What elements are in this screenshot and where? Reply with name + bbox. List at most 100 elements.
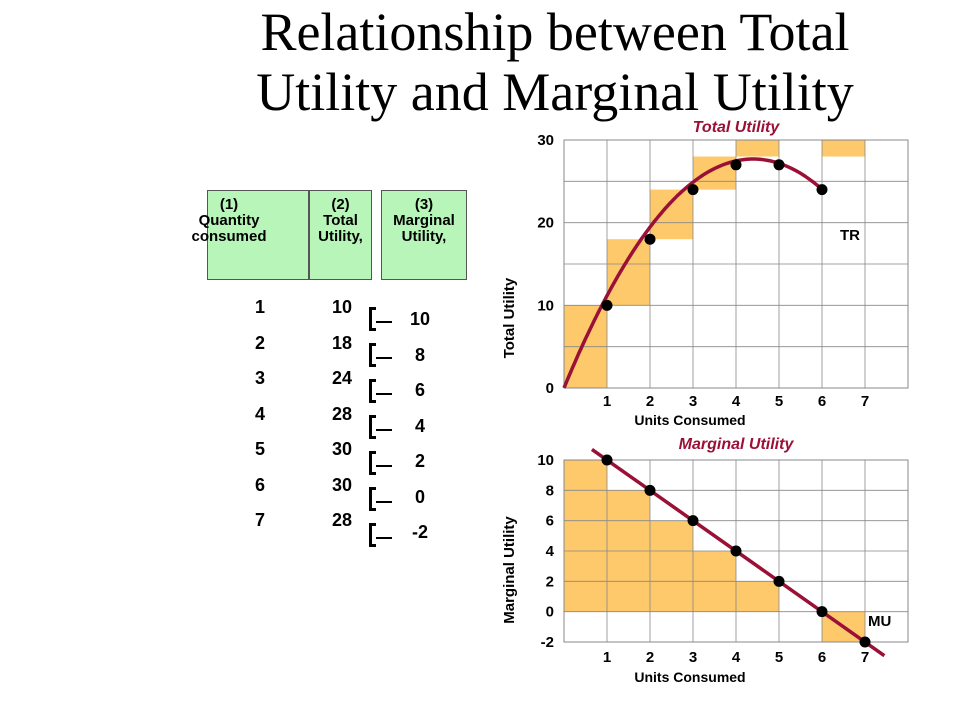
data-point-5 (773, 575, 785, 587)
x-tick-label: 6 (818, 649, 826, 666)
header-quantity-num: (1) (219, 196, 239, 213)
utility-bar-3 (650, 520, 693, 612)
x-tick-label: 3 (689, 393, 697, 410)
y-tick-label: 30 (537, 132, 554, 149)
chart-title: Total Utility (693, 119, 781, 136)
data-point-6 (816, 184, 828, 196)
header-marginal-num: (3) (414, 196, 434, 213)
data-point-5 (773, 159, 785, 171)
total-utility-cell-7: 28 (331, 510, 353, 530)
x-tick-label: 7 (861, 393, 869, 410)
utility-bar-7 (822, 140, 865, 157)
header-total-line2: Utility, (318, 228, 363, 245)
marginal-utility-cell-5: 2 (414, 451, 425, 471)
marginal-utility-column: 10 8 6 4 2 0 -2 (400, 302, 440, 551)
quantity-cell-3: 3 (254, 368, 265, 388)
difference-bracket-1 (369, 307, 392, 331)
total-utility-cell-5: 30 (331, 439, 353, 459)
header-total-line1: Total (323, 212, 358, 229)
data-point-4 (730, 159, 742, 171)
difference-bracket-6 (369, 487, 392, 511)
title-line-2: Utility and Marginal Utility (256, 62, 854, 122)
difference-bracket-7 (369, 523, 392, 547)
data-point-1 (601, 299, 613, 311)
x-tick-label: 7 (861, 649, 869, 666)
quantity-cell-1: 1 (254, 297, 265, 317)
x-tick-label: 3 (689, 649, 697, 666)
difference-bracket-2 (369, 343, 392, 367)
y-tick-label: 0 (546, 604, 554, 621)
series-label: TR (840, 227, 860, 244)
header-marginal-utility: (3) Marginal Utility, (381, 190, 467, 280)
x-tick-label: 2 (646, 393, 654, 410)
data-point-1 (601, 454, 613, 466)
header-quantity: (1) Quantity consumed (191, 190, 309, 280)
plot-frame (563, 459, 909, 643)
marginal-utility-cell-1: 10 (409, 309, 431, 329)
series-label: MU (868, 613, 891, 630)
x-tick-label: 1 (603, 393, 611, 410)
data-point-7 (859, 636, 871, 648)
y-tick-label: 0 (546, 380, 554, 397)
x-tick-label: 5 (775, 649, 783, 666)
x-axis-label: Units Consumed (634, 412, 745, 428)
total-utility-cell-1: 10 (331, 297, 353, 317)
header-quantity-line2: consumed (191, 228, 267, 245)
header-quantity-line1: Quantity (198, 212, 260, 229)
utility-bar-5 (736, 140, 779, 157)
quantity-cell-2: 2 (254, 332, 265, 353)
total-utility-cell-2: 18 (331, 332, 353, 353)
y-axis-label: Marginal Utility (501, 516, 518, 624)
y-tick-label: 4 (546, 543, 555, 560)
y-tick-label: 10 (537, 297, 554, 314)
x-tick-label: 4 (732, 393, 741, 410)
header-marginal-line1: Marginal (393, 212, 455, 229)
total-utility-cell-6: 30 (331, 474, 353, 495)
difference-bracket-3 (369, 379, 392, 403)
x-axis-label: Units Consumed (634, 669, 745, 685)
x-tick-label: 5 (775, 393, 783, 410)
total-utility-cell-4: 28 (331, 403, 353, 424)
total-utility-chart: Total Utility 0 10 20 30 1 2 3 4 5 6 7 Units Consume… (501, 119, 909, 428)
header-marginal-line2: Utility, (401, 228, 447, 245)
data-point-6 (816, 606, 828, 618)
y-tick-label: 20 (537, 215, 554, 232)
x-tick-label: 4 (732, 649, 741, 666)
difference-bracket-5 (369, 451, 392, 475)
quantity-cell-4: 4 (254, 403, 265, 424)
y-tick-label: 6 (546, 513, 554, 530)
title-line-1: Relationship between Total (260, 2, 850, 62)
chart-title: Marginal Utility (679, 436, 795, 453)
data-point-4 (730, 545, 742, 557)
y-tick-label: -2 (541, 634, 554, 651)
utility-bar-3 (650, 189, 693, 240)
quantity-cell-5: 5 (254, 439, 265, 459)
quantity-cell-6: 6 (254, 474, 265, 495)
header-total-num: (2) (331, 196, 350, 213)
y-axis-label: Total Utility (501, 277, 518, 358)
x-tick-label: 6 (818, 393, 826, 410)
y-tick-label: 10 (537, 452, 554, 469)
quantity-cell-7: 7 (254, 510, 265, 530)
x-tick-label: 1 (603, 649, 611, 666)
total-utility-column: 10 18 24 28 30 30 28 (322, 290, 362, 539)
data-point-3 (687, 515, 699, 527)
utility-bar-5 (736, 581, 779, 612)
total-utility-cell-3: 24 (331, 368, 353, 388)
plot-frame (563, 139, 909, 389)
marginal-utility-cell-3: 6 (414, 380, 425, 400)
marginal-utility-cell-4: 4 (414, 415, 425, 436)
marginal-utility-cell-2: 8 (414, 344, 425, 365)
y-tick-label: 2 (546, 573, 554, 590)
y-tick-label: 8 (546, 482, 554, 499)
data-point-3 (687, 184, 699, 196)
data-point-2 (644, 233, 656, 245)
marginal-utility-cell-7: -2 (411, 522, 428, 542)
header-total-utility: (2) Total Utility, (309, 190, 372, 280)
quantity-column: 1 2 3 4 5 6 7 (240, 290, 280, 539)
marginal-utility-chart: Marginal Utility 10 8 6 4 2 0 -2 1 2 3 4 5 6 7 Units Co… (501, 436, 909, 685)
slide-title: Relationship between Total Utility and M… (150, 2, 960, 122)
difference-bracket-4 (369, 415, 392, 439)
utility-bar-1 (564, 460, 607, 612)
